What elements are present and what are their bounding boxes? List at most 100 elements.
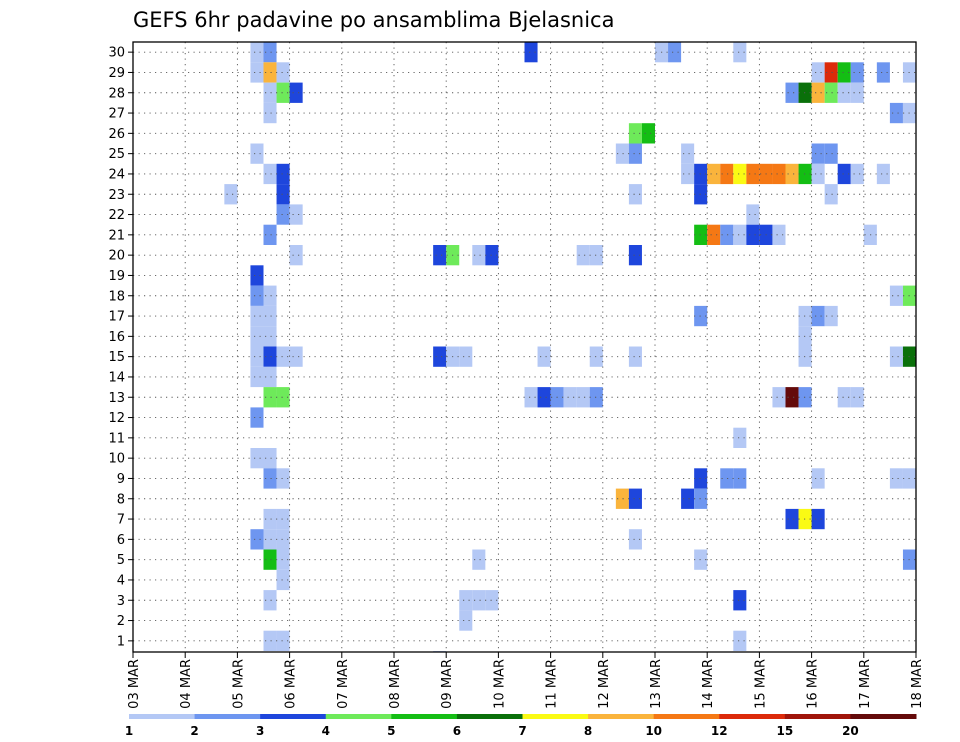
cell-m28-t55 (850, 82, 864, 103)
cell-m29-t55 (850, 62, 864, 83)
color-legend: 1 2 3 4 5 6 7 8 10 12 15 20 (125, 714, 917, 738)
legend-tick-label: 4 (322, 724, 330, 738)
cell-m7-t11 (276, 508, 290, 530)
legend-swatch (850, 714, 917, 719)
chart-title: GEFS 6hr padavine po ansamblima Bjelasni… (133, 8, 614, 32)
cell-m11-t46 (733, 427, 747, 448)
cell-m24-t46 (733, 163, 747, 185)
x-tick-label: 17 MAR (858, 659, 873, 709)
cell-m13-t11 (276, 387, 290, 408)
cell-m29-t57 (876, 62, 890, 83)
legend-swatch (391, 714, 458, 719)
cell-m18-t58 (889, 285, 903, 306)
cell-m25-t37 (615, 143, 629, 164)
cell-m1-t10 (263, 630, 277, 651)
plot-frame (132, 41, 917, 653)
cell-m9-t11 (276, 468, 290, 489)
cell-m9-t58 (889, 468, 903, 489)
cell-m18-t9 (250, 285, 264, 306)
cell-m23-t38 (628, 184, 642, 205)
cell-m28-t12 (289, 82, 303, 103)
cell-m9-t46 (733, 468, 747, 489)
cell-m5-t26 (472, 549, 486, 570)
cell-m16-t9 (250, 326, 264, 347)
cell-m30-t41 (668, 42, 682, 63)
y-tick-label: 9 (117, 472, 125, 487)
cell-m13-t49 (772, 387, 786, 408)
x-tick-label: 15 MAR (753, 659, 768, 709)
cell-m10-t9 (250, 448, 264, 469)
cell-m23-t11 (276, 184, 290, 205)
cell-m25-t53 (824, 143, 838, 164)
cell-m7-t52 (811, 508, 825, 530)
x-tick-label: 08 MAR (388, 659, 403, 709)
cell-m17-t53 (824, 305, 838, 327)
y-tick-label: 1 (117, 634, 125, 649)
cell-m15-t31 (537, 346, 551, 367)
cell-m15-t25 (459, 346, 473, 367)
y-tick-label: 29 (108, 66, 125, 81)
cell-m24-t54 (837, 163, 851, 185)
cell-m15-t23 (433, 346, 447, 367)
cell-m3-t25 (459, 590, 473, 611)
y-tick-label: 4 (117, 573, 125, 588)
cell-m1-t11 (276, 630, 290, 651)
x-tick-label: 14 MAR (701, 659, 716, 709)
cell-m28-t11 (276, 82, 290, 103)
y-tick-label: 26 (108, 127, 125, 142)
cell-m29-t53 (824, 62, 838, 83)
cell-m24-t45 (720, 163, 734, 185)
y-tick-label: 10 (108, 452, 125, 467)
legend-tick-label: 2 (190, 724, 198, 738)
cell-m13-t54 (837, 387, 851, 408)
y-tick-label: 20 (108, 249, 125, 264)
cell-m9-t10 (263, 468, 277, 489)
legend-tick-label: 1 (125, 724, 133, 738)
cell-m29-t10 (263, 62, 277, 83)
y-axis: 1234567891011121314151617181920212223242… (108, 46, 133, 649)
cell-m26-t38 (628, 123, 642, 144)
cell-m20-t38 (628, 245, 642, 266)
cell-m17-t52 (811, 305, 825, 327)
cell-m13-t10 (263, 387, 277, 408)
cell-m28-t10 (263, 82, 277, 103)
cell-m1-t46 (733, 630, 747, 651)
cell-m10-t10 (263, 448, 277, 469)
cell-m18-t10 (263, 285, 277, 306)
cell-m30-t30 (524, 42, 538, 63)
grid (133, 42, 917, 652)
cell-m5-t10 (263, 549, 277, 570)
y-tick-label: 17 (108, 310, 125, 325)
cell-m6-t10 (263, 529, 277, 550)
y-tick-label: 7 (117, 513, 125, 528)
cell-m15-t38 (628, 346, 642, 367)
cell-m13-t34 (576, 387, 590, 408)
cell-m13-t30 (524, 387, 538, 408)
y-tick-label: 16 (108, 330, 125, 345)
cell-m24-t42 (681, 163, 695, 185)
cell-m24-t49 (772, 163, 786, 185)
legend-tick-label: 20 (842, 724, 859, 738)
cell-m9-t52 (811, 468, 825, 489)
cell-m22-t12 (289, 204, 303, 225)
cell-m24-t52 (811, 163, 825, 185)
y-tick-label: 11 (108, 431, 125, 446)
cell-m24-t44 (707, 163, 721, 185)
legend-tick-label: 7 (518, 724, 526, 738)
legend-swatch (260, 714, 327, 719)
y-tick-label: 6 (117, 533, 125, 548)
cell-m15-t58 (889, 346, 903, 367)
cell-m23-t53 (824, 184, 838, 205)
legend-swatch (784, 714, 851, 719)
cell-m6-t11 (276, 529, 290, 550)
cell-m21-t47 (746, 224, 760, 245)
cell-m24-t11 (276, 163, 290, 185)
legend-swatch (325, 714, 392, 719)
cell-m24-t47 (746, 163, 760, 185)
cell-m3-t26 (472, 590, 486, 611)
x-tick-label: 04 MAR (179, 659, 194, 709)
cell-m13-t50 (785, 387, 799, 408)
cell-m28-t52 (811, 82, 825, 103)
legend-tick-label: 10 (645, 724, 662, 738)
cell-m24-t55 (850, 163, 864, 185)
